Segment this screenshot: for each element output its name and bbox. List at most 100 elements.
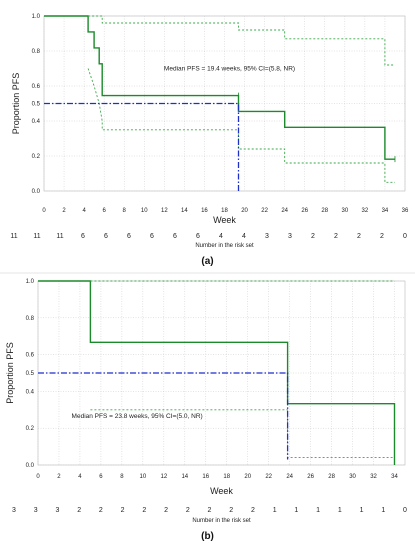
x-tick-label: 12 (161, 208, 168, 214)
x-tick-label: 4 (78, 474, 82, 480)
risk-set-count: 2 (380, 233, 384, 240)
y-tick-label: 0.4 (32, 119, 41, 125)
series-ci-upper-line (88, 15, 395, 66)
x-tick-label: 32 (370, 474, 377, 480)
risk-set-count: 2 (164, 507, 168, 514)
risk-set-count: 2 (251, 507, 255, 514)
risk-set-count: 11 (33, 233, 40, 240)
x-tick-label: 14 (181, 474, 188, 480)
risk-set-count: 1 (360, 507, 364, 514)
x-tick-label: 32 (362, 208, 369, 214)
y-tick-label: 0.8 (32, 49, 41, 55)
x-tick-label: 16 (202, 474, 209, 480)
median-pfs-annotation: Median PFS = 23.8 weeks, 95% CI=(5.0, NR… (72, 413, 203, 420)
risk-set-count: 2 (99, 507, 103, 514)
x-tick-label: 10 (140, 474, 147, 480)
x-tick-label: 26 (307, 474, 314, 480)
series-km-line (44, 15, 395, 160)
x-tick-label: 34 (391, 474, 398, 480)
x-tick-label: 36 (402, 208, 409, 214)
x-axis-title: Week (213, 215, 236, 225)
risk-set-count: 1 (316, 507, 320, 514)
risk-set-count: 2 (229, 507, 233, 514)
y-tick-label: 0.5 (32, 102, 41, 108)
risk-set-count: 11 (10, 233, 17, 240)
risk-set-count: 0 (403, 233, 407, 240)
risk-set-count: 6 (104, 233, 108, 240)
risk-set-label: Number in the risk set (195, 243, 254, 249)
risk-set-count: 11 (56, 233, 63, 240)
x-tick-label: 26 (301, 208, 308, 214)
y-tick-label: 0.8 (26, 316, 35, 322)
risk-set-count: 3 (12, 507, 16, 514)
x-tick-label: 10 (141, 208, 148, 214)
series-ci-lower-line (90, 409, 395, 459)
series-median-line (38, 372, 289, 460)
y-axis-title: Proportion PFS (5, 342, 15, 404)
x-tick-label: 6 (102, 208, 106, 214)
median-pfs-annotation: Median PFS = 19.4 weeks, 95% CI=(5.8, NR… (164, 65, 295, 72)
x-tick-label: 18 (221, 208, 228, 214)
risk-set-count: 1 (294, 507, 298, 514)
risk-set-count: 2 (311, 233, 315, 240)
x-tick-label: 0 (42, 208, 46, 214)
y-tick-label: 0.5 (26, 371, 35, 377)
x-tick-label: 16 (201, 208, 208, 214)
series-median-line (44, 102, 240, 191)
x-tick-label: 12 (160, 474, 167, 480)
risk-set-count: 1 (381, 507, 385, 514)
x-tick-label: 28 (321, 208, 328, 214)
x-tick-label: 8 (123, 208, 127, 214)
x-tick-label: 14 (181, 208, 188, 214)
risk-set-count: 2 (208, 507, 212, 514)
risk-set-count: 2 (121, 507, 125, 514)
y-tick-label: 0.2 (26, 426, 35, 432)
x-tick-label: 0 (36, 474, 40, 480)
risk-set-count: 0 (403, 507, 407, 514)
x-tick-label: 2 (57, 474, 61, 480)
risk-set-count: 2 (77, 507, 81, 514)
y-tick-label: 0.4 (26, 389, 35, 395)
panel-caption: (b) (201, 531, 214, 542)
panel-caption: (a) (201, 256, 213, 267)
x-tick-label: 4 (82, 208, 86, 214)
risk-set-count: 1 (273, 507, 277, 514)
risk-set-count: 3 (265, 233, 269, 240)
risk-set-count: 2 (186, 507, 190, 514)
risk-set-count: 6 (173, 233, 177, 240)
x-tick-label: 24 (281, 208, 288, 214)
x-tick-label: 24 (286, 474, 293, 480)
risk-set-count: 6 (81, 233, 85, 240)
x-tick-label: 22 (261, 208, 268, 214)
risk-set-count: 6 (127, 233, 131, 240)
x-tick-label: 28 (328, 474, 335, 480)
x-tick-label: 8 (120, 474, 124, 480)
y-tick-label: 1.0 (32, 14, 41, 20)
risk-set-count: 3 (55, 507, 59, 514)
risk-set-count: 3 (288, 233, 292, 240)
x-tick-label: 20 (244, 474, 251, 480)
y-tick-label: 0.0 (26, 463, 35, 469)
y-tick-label: 1.0 (26, 279, 35, 285)
km-panel-a: 0 2 4 6 8 10 12 14 16 18 20 22 24 26 28 30 32 34 360.00.20… (10, 14, 409, 267)
risk-set-count: 4 (219, 233, 223, 240)
km-panel-b: 0 2 4 6 8 10 12 14 16 18 20 22 24 26 28 30 32 340.00.20.4… (5, 279, 407, 542)
x-tick-label: 18 (223, 474, 230, 480)
risk-set-label: Number in the risk set (192, 518, 251, 524)
series-ci-lower-line (87, 68, 395, 183)
y-axis-title: Proportion PFS (11, 73, 21, 135)
y-tick-label: 0.6 (26, 353, 35, 359)
risk-set-count: 1 (338, 507, 342, 514)
x-tick-label: 30 (349, 474, 356, 480)
risk-set-count: 2 (142, 507, 146, 514)
x-tick-label: 20 (241, 208, 248, 214)
risk-set-count: 4 (242, 233, 246, 240)
risk-set-count: 3 (34, 507, 38, 514)
x-tick-label: 6 (99, 474, 103, 480)
x-tick-label: 34 (382, 208, 389, 214)
y-tick-label: 0.2 (32, 154, 41, 160)
y-tick-label: 0.6 (32, 84, 41, 90)
x-tick-label: 2 (62, 208, 66, 214)
x-axis-title: Week (210, 486, 233, 496)
